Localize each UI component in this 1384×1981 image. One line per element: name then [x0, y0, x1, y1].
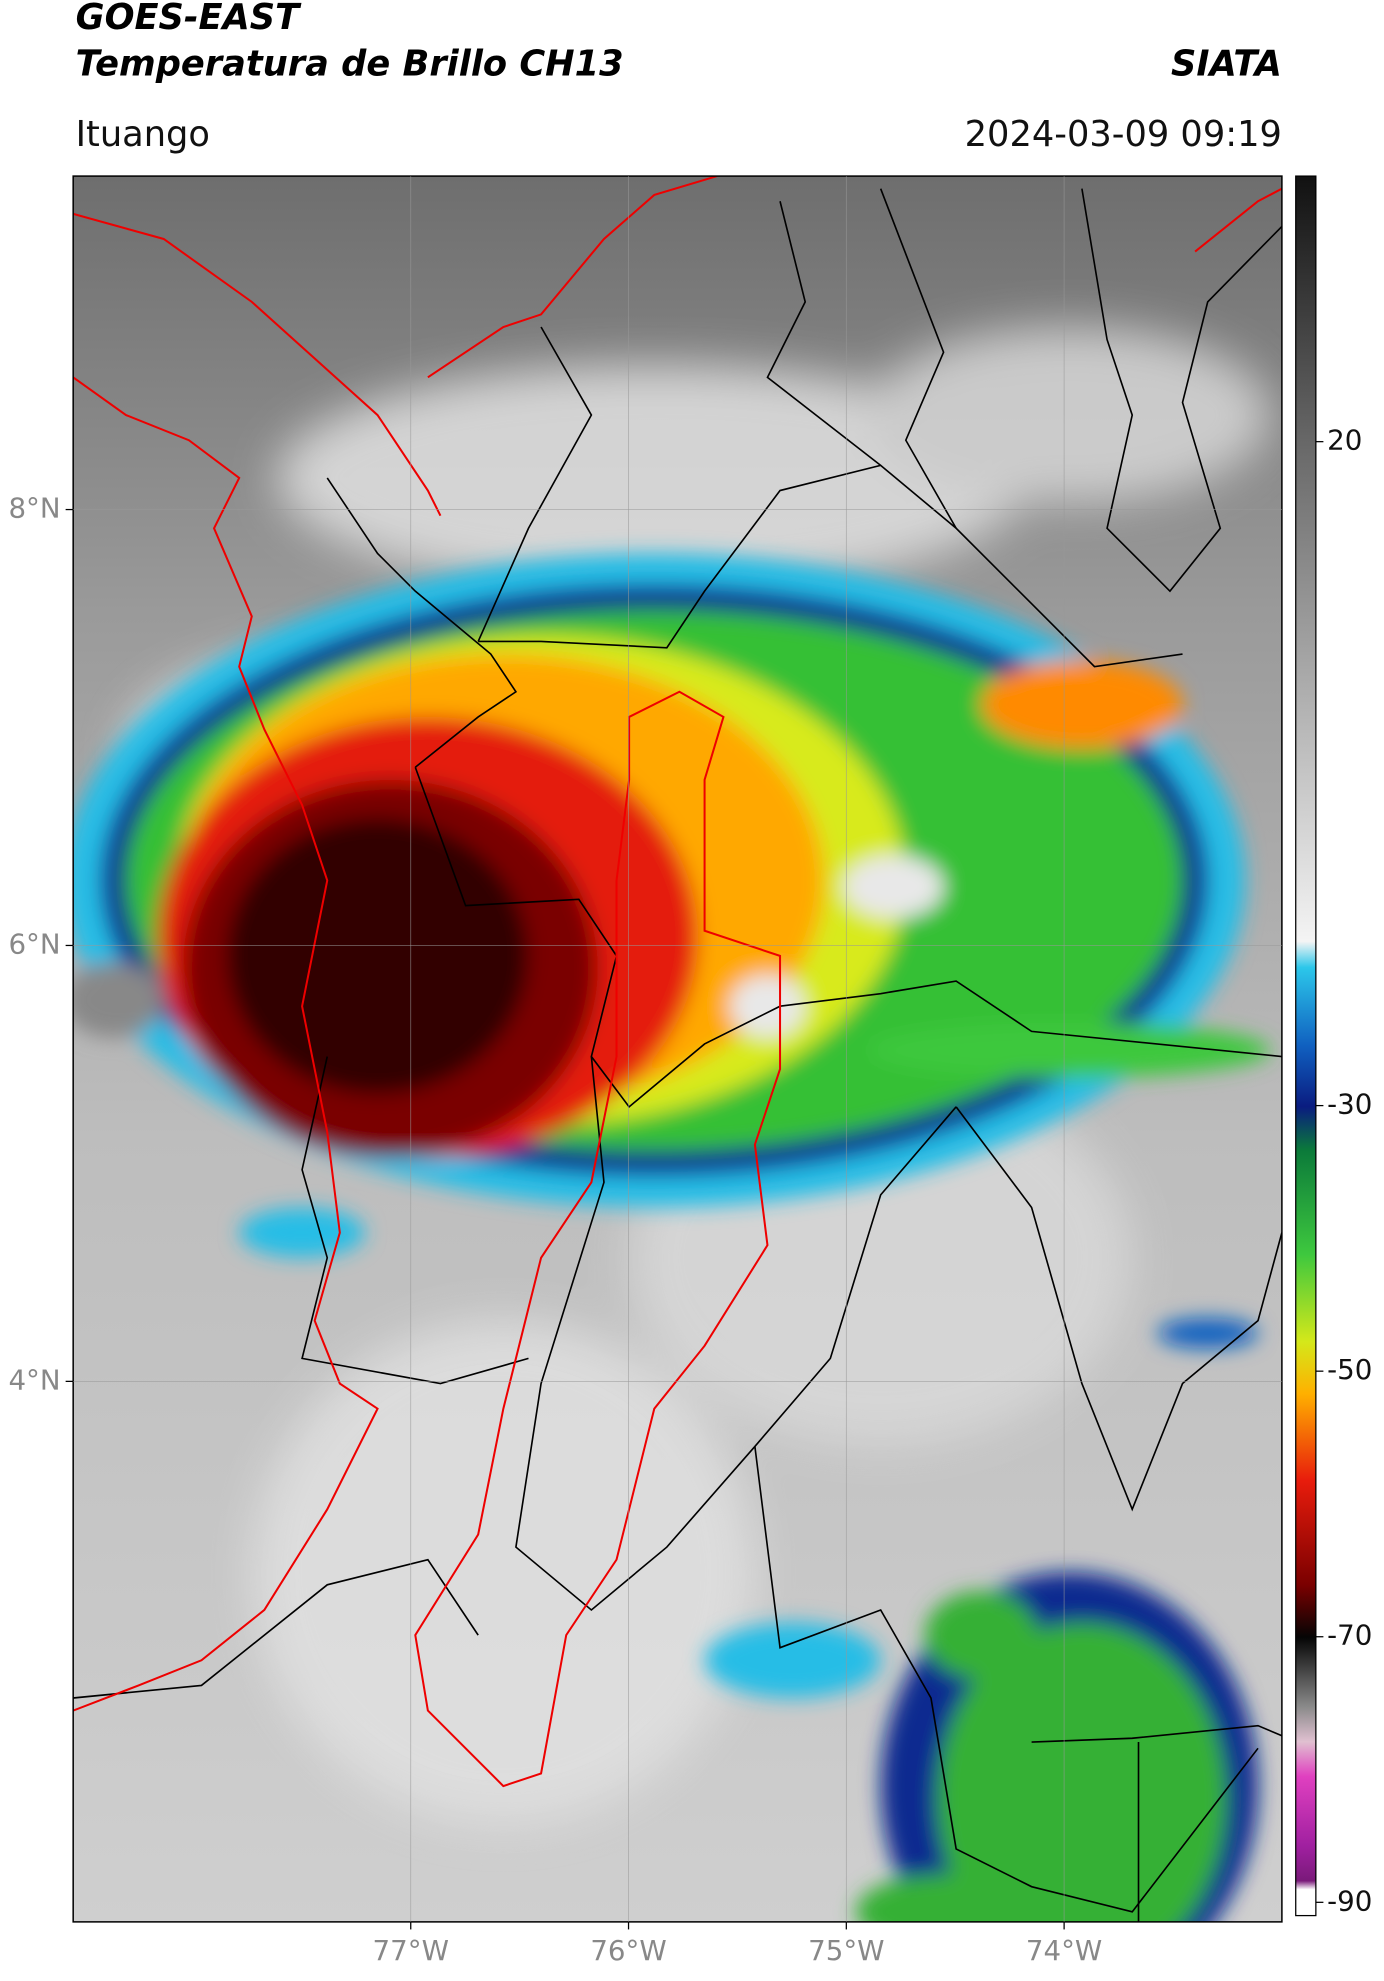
- x-tick-label: 76°W: [590, 1934, 666, 1967]
- y-tick-label: 6°N: [8, 927, 60, 960]
- y-tick-label: 8°N: [8, 492, 60, 525]
- brand: SIATA: [1171, 43, 1282, 84]
- satellite-image: [73, 176, 1282, 1922]
- colorbar-tick-label: -30: [1327, 1088, 1372, 1121]
- colorbar-tick-label: 20: [1327, 424, 1362, 457]
- x-tick-label: 74°W: [1026, 1934, 1102, 1967]
- y-tick-label: 4°N: [8, 1363, 60, 1396]
- colorbar-tick-label: -50: [1327, 1353, 1372, 1386]
- subtitle: Temperatura de Brillo CH13: [76, 43, 624, 84]
- x-tick-label: 77°W: [373, 1934, 449, 1967]
- location: Ituango: [76, 114, 210, 155]
- colorbar-tick-label: -70: [1327, 1619, 1372, 1652]
- map-frame: [72, 175, 1283, 1923]
- datetime: 2024-03-09 09:19: [965, 114, 1282, 155]
- x-tick-label: 75°W: [808, 1934, 884, 1967]
- title: GOES-EAST: [76, 0, 302, 38]
- colorbar-tick-label: -90: [1327, 1884, 1372, 1917]
- colorbar: [1295, 175, 1317, 1917]
